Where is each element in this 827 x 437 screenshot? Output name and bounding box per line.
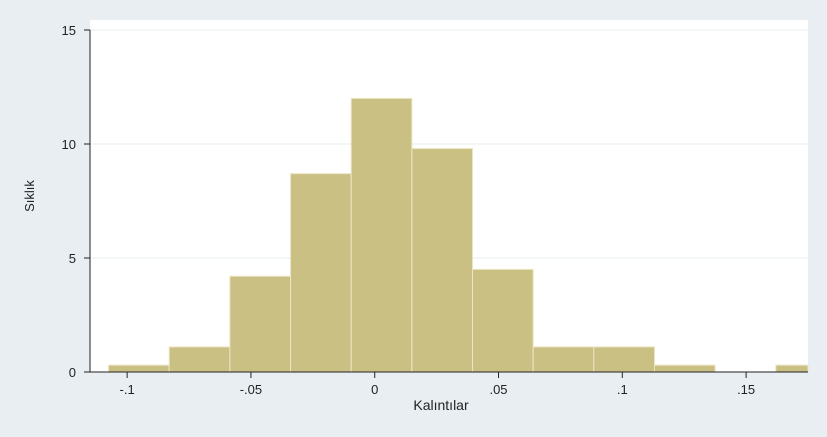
histogram-bar [229, 275, 292, 373]
x-tick-label: -.1 [120, 382, 135, 397]
tick-labels: 0 5 10 15 -.1 -.05 0 .05 .1 .15 [62, 23, 756, 397]
histogram-bar [411, 148, 474, 373]
histogram-bar [593, 346, 655, 373]
x-tick-label: .05 [489, 382, 507, 397]
x-tick-label: .15 [737, 382, 755, 397]
y-tick-label: 15 [62, 23, 76, 38]
y-tick-label: 10 [62, 137, 76, 152]
y-axis-label: Sıklık [22, 180, 37, 212]
x-tick-label: .1 [617, 382, 628, 397]
histogram-bar [168, 346, 231, 373]
x-tick-label: 0 [371, 382, 378, 397]
histogram-bar [653, 364, 716, 373]
histogram-bar [290, 173, 352, 373]
histogram-bar [532, 346, 595, 373]
histogram-bar [350, 97, 413, 373]
x-tick-label: -.05 [240, 382, 262, 397]
x-axis-label: Kalıntılar [413, 397, 469, 413]
histogram-bar [775, 364, 809, 373]
histogram-bar [472, 268, 534, 373]
y-tick-label: 5 [69, 251, 76, 266]
histogram-bar [108, 364, 170, 373]
histogram-bars [108, 97, 809, 373]
y-tick-label: 0 [69, 365, 76, 380]
axes [89, 30, 808, 373]
